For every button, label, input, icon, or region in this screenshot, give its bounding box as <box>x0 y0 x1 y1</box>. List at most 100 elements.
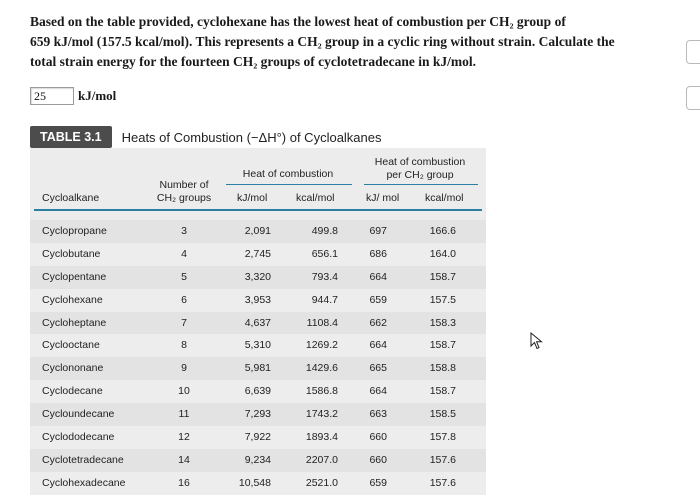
cell-ch2-groups: 12 <box>178 431 190 444</box>
group-header-per-ch2: Heat of combustion per CH₂ group <box>360 156 480 182</box>
table-row: Cycloundecane 11 7,293 1743.2 663 158.5 <box>30 403 486 427</box>
table-body: Cyclopropane 3 2,091 499.8 697 166.6 Cyclobuta… <box>30 220 486 495</box>
side-scroll-button-top[interactable] <box>686 40 700 64</box>
cell-kcal-per-ch2: 158.7 <box>429 270 456 283</box>
cell-kj-mol: 6,639 <box>244 385 271 398</box>
question-line-2: 659 kJ/mol (157.5 kcal/mol). This repres… <box>30 34 615 49</box>
cell-kj-mol: 5,981 <box>244 362 271 375</box>
cell-ch2-groups: 11 <box>178 408 190 421</box>
cell-cycloalkane: Cyclopropane <box>42 225 107 237</box>
cell-kcal-mol: 656.1 <box>311 247 338 260</box>
sub-rule-per <box>364 184 478 185</box>
cell-kj-per-ch2: 697 <box>369 225 387 237</box>
cell-kj-per-ch2: 686 <box>369 247 387 260</box>
cell-kj-per-ch2: 663 <box>369 408 387 421</box>
cell-kj-mol: 10,548 <box>238 476 271 489</box>
col-header-number: Number of CH₂ groups <box>150 179 218 205</box>
group-header-per-line1: Heat of combustion <box>374 156 466 168</box>
cell-ch2-groups: 7 <box>181 316 187 329</box>
table-row: Cycloheptane 7 4,637 1108.4 662 158.3 <box>30 311 486 335</box>
cell-ch2-groups: 8 <box>181 339 187 352</box>
question-line-3: total strain energy for the fourteen CH₂… <box>30 54 476 69</box>
table-title: Heats of Combustion (−ΔH°) of Cycloalkan… <box>121 129 382 145</box>
cell-kj-mol: 7,293 <box>244 408 271 421</box>
table-row: Cyclooctane 8 5,310 1269.2 664 158.7 <box>30 334 486 358</box>
cell-ch2-groups: 14 <box>178 453 190 466</box>
col-header-kj: kJ/mol <box>237 192 268 204</box>
cell-kcal-per-ch2: 157.6 <box>429 453 456 466</box>
table-row: Cyclopropane 3 2,091 499.8 697 166.6 <box>30 220 486 243</box>
cell-kcal-mol: 1743.2 <box>305 408 338 421</box>
cell-cycloalkane: Cyclodecane <box>42 385 103 398</box>
cell-kcal-per-ch2: 166.6 <box>429 225 456 237</box>
table-header: TABLE 3.1 Heats of Combustion (−ΔH°) of … <box>30 126 382 148</box>
sub-rule-heat <box>226 184 352 185</box>
mouse-pointer-icon <box>530 332 543 350</box>
cell-kcal-per-ch2: 164.0 <box>429 247 456 260</box>
cell-kcal-per-ch2: 157.5 <box>429 293 456 306</box>
col-header-number-line1: Number of <box>159 179 209 191</box>
cell-ch2-groups: 9 <box>181 362 187 375</box>
cell-kcal-mol: 944.7 <box>311 293 338 306</box>
cell-kj-per-ch2: 659 <box>369 476 387 489</box>
heats-of-combustion-table: Heat of combustion Heat of combustion pe… <box>30 148 486 495</box>
table-tag: TABLE 3.1 <box>30 126 112 148</box>
cell-ch2-groups: 4 <box>181 247 187 260</box>
cell-kj-per-ch2: 664 <box>369 385 387 398</box>
table-row: Cyclodecane 10 6,639 1586.8 664 158.7 <box>30 380 486 404</box>
col-header-kj-per: kJ/ mol <box>366 192 400 204</box>
cell-cycloalkane: Cycloundecane <box>42 408 115 421</box>
cell-kcal-mol: 1269.2 <box>305 339 338 352</box>
cell-cycloalkane: Cyclohexane <box>42 293 103 306</box>
cell-cycloalkane: Cyclododecane <box>42 431 115 444</box>
cell-cycloalkane: Cycloheptane <box>42 316 107 329</box>
table-row: Cyclononane 9 5,981 1429.6 665 158.8 <box>30 357 486 381</box>
cell-kcal-per-ch2: 158.7 <box>429 339 456 352</box>
side-scroll-button-bottom[interactable] <box>686 86 700 110</box>
answer-input[interactable] <box>30 87 74 105</box>
cell-kj-mol: 5,310 <box>244 339 271 352</box>
cell-kcal-per-ch2: 157.8 <box>429 431 456 444</box>
cell-cycloalkane: Cyclohexadecane <box>42 476 126 489</box>
cell-ch2-groups: 3 <box>181 225 187 237</box>
cell-kj-mol: 3,953 <box>244 293 271 306</box>
cell-kcal-mol: 499.8 <box>311 225 338 237</box>
cell-kcal-mol: 1893.4 <box>305 431 338 444</box>
cell-cycloalkane: Cyclooctane <box>42 339 100 352</box>
cell-kcal-per-ch2: 158.8 <box>429 362 456 375</box>
col-header-kcal: kcal/mol <box>296 192 335 204</box>
table-row: Cyclopentane 5 3,320 793.4 664 158.7 <box>30 265 486 289</box>
cell-kj-per-ch2: 660 <box>369 431 387 444</box>
cell-kj-per-ch2: 664 <box>369 339 387 352</box>
cell-kj-mol: 2,091 <box>244 225 271 237</box>
answer-row: kJ/mol <box>30 87 116 105</box>
table-row: Cyclohexane 6 3,953 944.7 659 157.5 <box>30 288 486 312</box>
cell-kcal-mol: 2521.0 <box>305 476 338 489</box>
cell-kcal-mol: 1429.6 <box>305 362 338 375</box>
table-row: Cyclotetradecane 14 9,234 2207.0 660 157.6 <box>30 448 486 472</box>
group-header-per-line2: per CH₂ group <box>386 169 454 181</box>
question-text: Based on the table provided, cyclohexane… <box>30 12 642 72</box>
cell-kcal-per-ch2: 158.7 <box>429 385 456 398</box>
table-row: Cyclobutane 4 2,745 656.1 686 164.0 <box>30 242 486 266</box>
group-header-heat: Heat of combustion <box>242 168 334 180</box>
cell-kj-per-ch2: 665 <box>369 362 387 375</box>
cell-ch2-groups: 5 <box>181 270 187 283</box>
cell-kcal-per-ch2: 158.5 <box>429 408 456 421</box>
cell-kcal-mol: 1586.8 <box>305 385 338 398</box>
col-header-cycloalkane: Cycloalkane <box>42 192 100 204</box>
cell-kj-mol: 3,320 <box>244 270 271 283</box>
table-row: Cyclododecane 12 7,922 1893.4 660 157.8 <box>30 426 486 449</box>
cell-kj-per-ch2: 660 <box>369 453 387 466</box>
col-header-kcal-per: kcal/mol <box>425 192 464 204</box>
cell-ch2-groups: 16 <box>178 476 190 489</box>
cell-kj-mol: 9,234 <box>244 453 271 466</box>
cell-kj-mol: 2,745 <box>244 247 271 260</box>
header-rule <box>34 209 482 211</box>
question-line-1: Based on the table provided, cyclohexane… <box>30 14 566 29</box>
cell-kcal-per-ch2: 158.3 <box>429 316 456 329</box>
cell-ch2-groups: 10 <box>178 385 190 398</box>
cell-kj-per-ch2: 664 <box>369 270 387 283</box>
cell-cycloalkane: Cyclopentane <box>42 270 107 283</box>
cell-kcal-mol: 793.4 <box>311 270 338 283</box>
